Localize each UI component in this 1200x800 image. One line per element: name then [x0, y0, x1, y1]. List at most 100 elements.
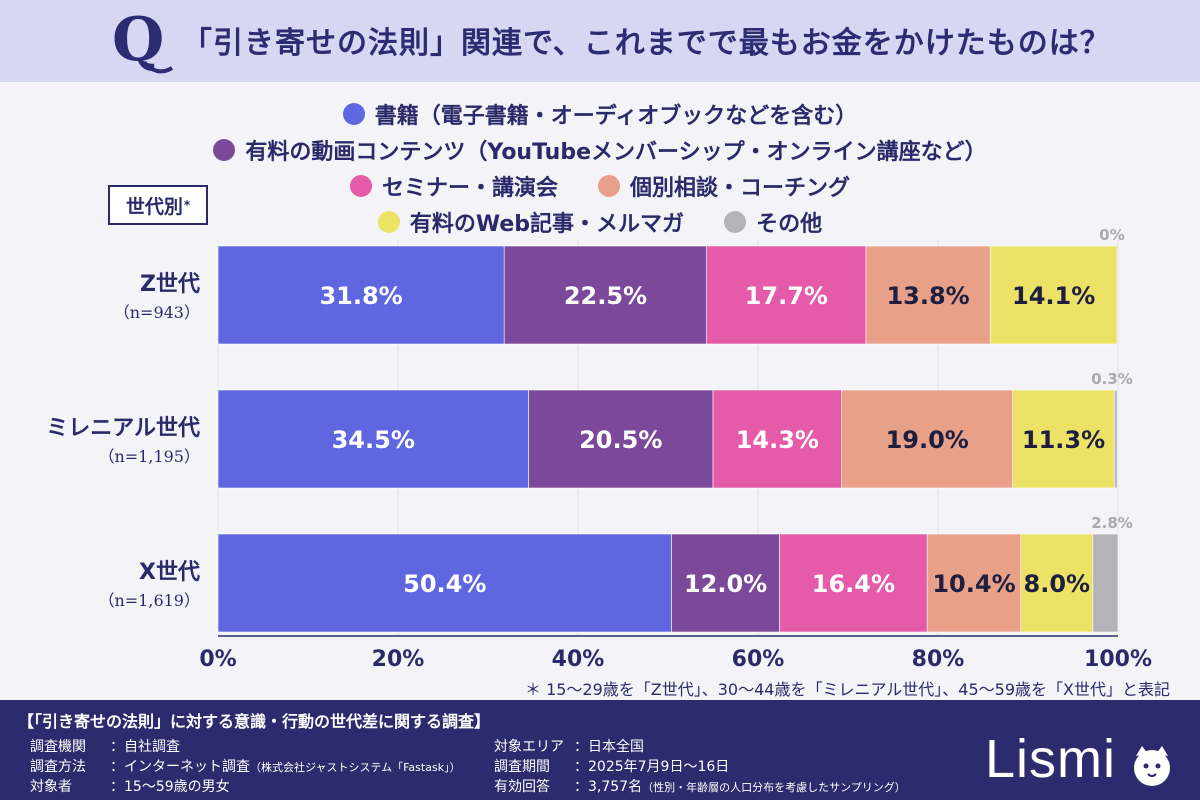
bar-segment: [779, 533, 928, 633]
q-letter: Q: [112, 5, 164, 75]
bar-segment: [841, 389, 1014, 489]
data-label: 19.0%: [886, 426, 969, 454]
x-tick-label: 40%: [552, 647, 605, 672]
legend-item: 書籍（電子書籍・オーディオブックなどを含む）: [342, 98, 858, 130]
legend-item: 個別相談・コーチング: [598, 170, 850, 202]
legend-item: 有料の動画コンテンツ（YouTubeメンバーシップ・オンライン講座など）: [213, 134, 987, 166]
legend-label: 書籍（電子書籍・オーディオブックなどを含む）: [374, 104, 858, 129]
legend-label: セミナー・講演会: [381, 176, 558, 201]
data-label-other: 2.8%: [1091, 514, 1133, 532]
bar-segment: [1020, 533, 1094, 633]
data-label: 34.5%: [332, 426, 415, 454]
data-label-other: 0%: [1099, 226, 1124, 244]
legend-swatch: [724, 211, 747, 233]
survey-info-value: ：インターネット調査: [110, 759, 250, 775]
x-tick-label: 0%: [199, 647, 236, 672]
survey-info-value: ：2025年7月9日〜16日: [574, 759, 730, 775]
data-label: 14.3%: [736, 426, 819, 454]
question-title: 「引き寄せの法則」関連で、これまでで最もお金をかけたものは？: [182, 26, 1111, 61]
generation-label: 世代別 *: [108, 185, 208, 225]
title-banner: Q 「引き寄せの法則」関連で、これまでで最もお金をかけたものは？: [0, 0, 1200, 82]
bar-segment: [217, 389, 529, 489]
x-tick-label: 100%: [1084, 647, 1152, 672]
survey-info-value: ：3,757名: [574, 779, 643, 795]
category-label: X世代: [139, 560, 200, 585]
category-sample-size: （n=1,195）: [98, 447, 200, 466]
legend-label: 有料のWeb記事・メルマガ: [409, 212, 685, 237]
survey-info-right: 対象エリア ：日本全国: [494, 736, 644, 756]
survey-info-key: 対象エリア: [494, 739, 564, 755]
legend-row: セミナー・講演会 個別相談・コーチング: [0, 168, 1200, 204]
data-label: 20.5%: [579, 426, 662, 454]
legend-row: 有料の動画コンテンツ（YouTubeメンバーシップ・オンライン講座など）: [0, 132, 1200, 168]
x-tick-label: 20%: [372, 647, 425, 672]
data-label: 16.4%: [812, 570, 895, 598]
x-tick-label: 60%: [732, 647, 785, 672]
category-label: ミレニアル世代: [46, 416, 200, 441]
bar-segment: [503, 245, 708, 345]
survey-info-key: 調査方法: [30, 759, 86, 775]
legend-label: 個別相談・コーチング: [630, 176, 851, 201]
survey-info-key: 対象者: [30, 779, 72, 795]
survey-info-value: ：15〜59歳の男女: [110, 779, 230, 795]
category-sample-size: （n=1,619）: [98, 591, 200, 610]
generation-label-text: 世代別: [125, 195, 183, 218]
bar-segment: [706, 245, 867, 345]
mascot-icon: [1134, 746, 1170, 786]
legend-swatch: [213, 139, 236, 161]
data-label: 31.8%: [319, 282, 402, 310]
legend-item: 有料のWeb記事・メルマガ: [377, 206, 685, 238]
data-label: 10.4%: [932, 570, 1015, 598]
bar-segment: [865, 245, 991, 345]
data-label: 12.0%: [684, 570, 767, 598]
legend: 書籍（電子書籍・オーディオブックなどを含む） 有料の動画コンテンツ（YouTube…: [0, 96, 1200, 240]
survey-info-key: 調査期間: [494, 759, 550, 775]
x-tick-label: 80%: [912, 647, 965, 672]
category-sample-size: （n=943）: [114, 303, 200, 322]
legend-swatch: [349, 175, 372, 197]
bar-segment: [1012, 389, 1115, 489]
bar-segment: [671, 533, 780, 633]
survey-info-left: 対象者 ：15〜59歳の男女: [30, 776, 230, 796]
bar-segment: [1114, 389, 1118, 489]
data-label: 14.1%: [1012, 282, 1095, 310]
survey-info-value: ：日本全国: [574, 739, 644, 755]
footnote: ＊ 15〜29歳を「Z世代」、30〜44歳を「ミレニアル世代」、45〜59歳を「…: [524, 680, 1170, 699]
legend-row: 書籍（電子書籍・オーディオブックなどを含む）: [0, 96, 1200, 132]
survey-info-note: （性別・年齢層の人口分布を考慮したサンプリング）: [642, 781, 906, 794]
legend-item: セミナー・講演会: [349, 170, 558, 202]
legend-swatch: [377, 211, 400, 233]
bar-segment: [926, 533, 1022, 633]
bar-segment: [1092, 533, 1119, 633]
survey-info-value: ：自社調査: [110, 739, 180, 755]
data-label: 8.0%: [1024, 570, 1091, 598]
survey-info-left: 調査機関 ：自社調査: [30, 736, 180, 756]
survey-info-key: 調査機関: [30, 739, 86, 755]
q-letter-icon: Q: [112, 5, 174, 75]
survey-title: 【「引き寄せの法則」に対する意識・行動の世代差に関する調査】: [18, 712, 491, 731]
legend-swatch: [598, 175, 620, 197]
bar-segment: [989, 245, 1118, 345]
bar-segment: [217, 533, 672, 633]
bar-segment: [712, 389, 842, 489]
legend-row: 有料のWeb記事・メルマガ その他: [0, 204, 1200, 240]
survey-info-right: 調査期間 ：2025年7月9日〜16日: [494, 756, 729, 776]
data-label: 50.4%: [403, 570, 486, 598]
lismi-logo: Lismi: [985, 729, 1117, 789]
survey-info-note: （株式会社ジャストシステム「Fastask」）: [250, 761, 461, 774]
data-label-other: 0.3%: [1091, 370, 1133, 388]
legend-label: 有料の動画コンテンツ（YouTubeメンバーシップ・オンライン講座など）: [245, 140, 987, 165]
category-label: Z世代: [140, 272, 200, 297]
bar-segment: [217, 245, 505, 345]
legend-item: その他: [724, 206, 822, 238]
data-label: 11.3%: [1022, 426, 1105, 454]
generation-label-mark: *: [183, 198, 191, 212]
legend-swatch: [342, 103, 365, 125]
footer-panel: 【「引き寄せの法則」に対する意識・行動の世代差に関する調査】 調査機関 ：自社調査…: [0, 700, 1200, 800]
data-label: 17.7%: [745, 282, 828, 310]
survey-info-right: 有効回答 ：3,757名（性別・年齢層の人口分布を考慮したサンプリング）: [494, 776, 906, 796]
bar-segment: [528, 389, 714, 489]
data-label: 22.5%: [564, 282, 647, 310]
legend-label: その他: [756, 212, 823, 237]
survey-info-key: 有効回答: [494, 779, 550, 795]
